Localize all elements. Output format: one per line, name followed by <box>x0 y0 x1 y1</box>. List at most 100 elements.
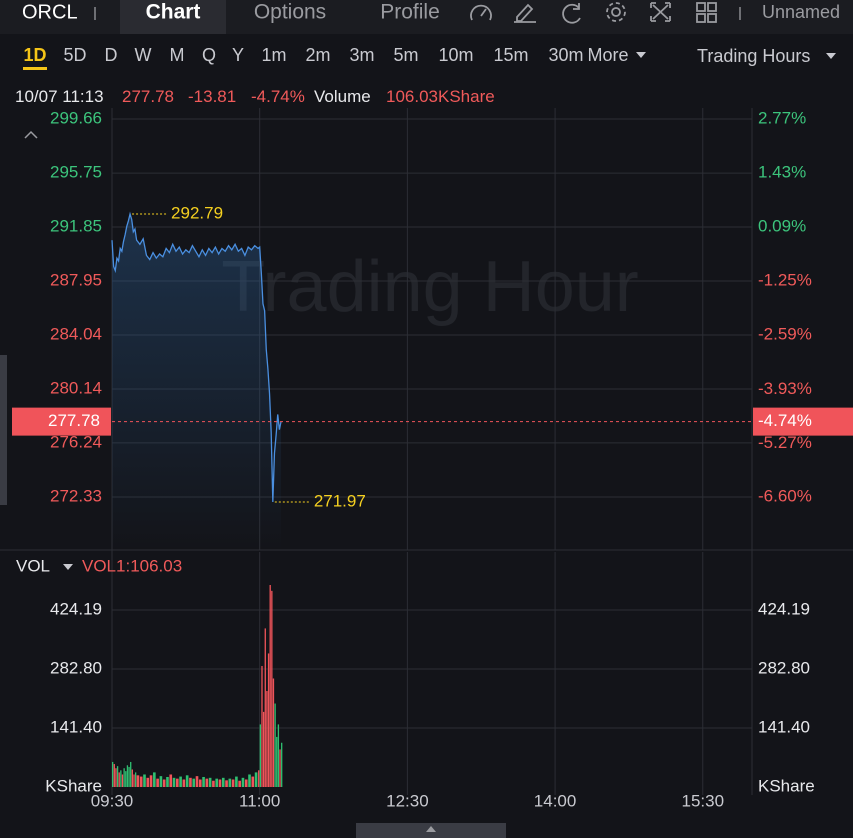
x-tick-label: 12:30 <box>386 791 429 810</box>
y2-tick-label: -2.59% <box>758 325 812 344</box>
volume-bar <box>266 691 268 787</box>
volume-bar <box>136 775 140 787</box>
y2-tick-label: 2.77% <box>758 108 806 127</box>
quote-change-pct: -4.74% <box>251 87 305 106</box>
volume-bar <box>176 778 179 787</box>
volume-bar <box>228 778 232 787</box>
tab[interactable]: Options <box>254 1 326 24</box>
volume-title[interactable]: VOL <box>16 556 50 575</box>
period-option[interactable]: M <box>170 45 185 65</box>
volume-bar <box>208 777 212 787</box>
period-underline <box>23 67 47 70</box>
quote-volume: 106.03KShare <box>386 87 495 106</box>
volume-bar <box>159 776 163 787</box>
period-option[interactable]: 2m <box>305 45 330 65</box>
volume-bar <box>238 780 241 787</box>
volume-bar <box>166 776 169 787</box>
y2-tick-label: 1.43% <box>758 163 806 182</box>
volume-bar <box>189 777 192 787</box>
layout-icon-cell <box>707 13 717 23</box>
period-option[interactable]: 3m <box>349 45 374 65</box>
dropdown-arrow <box>636 52 646 58</box>
volume-bar <box>248 774 251 787</box>
volume-bar <box>121 774 124 787</box>
volume-bar <box>281 742 283 787</box>
volume-bar <box>205 778 209 787</box>
layout-name[interactable]: Unnamed <box>762 2 840 22</box>
y2-tick-label: 282.80 <box>758 658 810 677</box>
quote-line: 10/07 11:13 277.78 -13.81 -4.74% Volume … <box>15 87 495 106</box>
period-option[interactable]: 5D <box>63 45 86 65</box>
session-select[interactable]: Trading Hours <box>697 46 810 66</box>
period-option[interactable]: 1D <box>23 45 46 65</box>
period-option[interactable]: 10m <box>438 45 473 65</box>
volume-bar <box>185 775 189 787</box>
volume-bar <box>271 590 273 787</box>
volume-bar <box>262 711 265 787</box>
symbol[interactable]: ORCL <box>22 1 78 23</box>
period-option[interactable]: W <box>135 45 152 65</box>
volume-bar <box>241 777 245 787</box>
volume-bar <box>221 777 225 787</box>
y-tick-label: 272.33 <box>50 486 102 505</box>
period-option[interactable]: 30m <box>548 45 583 65</box>
layout-icon-cell <box>696 13 706 23</box>
volume-bar <box>162 779 166 787</box>
volume-bar <box>118 772 120 787</box>
side-handle[interactable] <box>0 355 7 505</box>
volume-bar <box>172 777 176 787</box>
volume-bar <box>112 761 114 787</box>
tab[interactable]: Profile <box>380 1 440 24</box>
period-option[interactable]: 15m <box>493 45 528 65</box>
collapse-icon[interactable] <box>24 130 38 139</box>
x-tick-label: 11:00 <box>239 791 280 810</box>
volume-bar <box>169 774 173 787</box>
y2-tick-label: -1.25% <box>758 271 812 290</box>
layout-icon[interactable] <box>696 2 706 12</box>
current-price-label: 277.78 <box>48 411 100 430</box>
volume-bar <box>225 780 228 787</box>
period-option[interactable]: D <box>105 45 118 65</box>
volume-bar <box>139 776 143 787</box>
volume-bar <box>149 775 153 787</box>
volume-bar <box>115 768 117 787</box>
settings-icon-ring <box>606 2 626 22</box>
y-tick-label: 424.19 <box>50 599 102 618</box>
tab[interactable]: Chart <box>146 1 201 24</box>
volume-bar <box>279 749 281 787</box>
y-tick-label: 284.04 <box>50 325 102 344</box>
layout-icon-cell <box>707 2 717 12</box>
annotation-label: 271.97 <box>314 491 366 510</box>
volume-bar <box>134 772 137 787</box>
period-option[interactable]: More <box>587 45 628 65</box>
annotation-label: 292.79 <box>171 204 223 223</box>
settings-icon[interactable] <box>611 7 621 17</box>
refresh-icon[interactable] <box>562 3 581 24</box>
y-tick-label: 291.85 <box>50 217 102 236</box>
volume-bar <box>277 724 280 787</box>
period-option[interactable]: 1m <box>261 45 286 65</box>
y-tick-label: 287.95 <box>50 270 102 289</box>
handle-arrow <box>426 826 436 832</box>
volume-bar <box>131 769 134 787</box>
period-option[interactable]: Y <box>232 45 244 65</box>
indicator-icon[interactable] <box>470 4 492 21</box>
y2-tick-label: -6.60% <box>758 486 812 505</box>
marks <box>111 211 752 787</box>
volume-bar <box>215 778 219 787</box>
fullscreen-icon[interactable] <box>650 2 671 22</box>
period-option[interactable]: 5m <box>393 45 418 65</box>
quote-change: -13.81 <box>188 87 236 106</box>
draw-icon[interactable] <box>514 3 536 23</box>
y2-tick-label: -3.93% <box>758 379 812 398</box>
y-tick-label: 141.40 <box>50 717 102 736</box>
volume-bar <box>179 776 182 787</box>
period-option[interactable]: Q <box>202 45 216 65</box>
volume-bar <box>156 778 159 787</box>
y2-tick-label: 141.40 <box>758 717 810 736</box>
volume-bar <box>218 779 222 787</box>
y2-tick-label: 424.19 <box>758 599 810 618</box>
current-pct-tag <box>753 407 853 436</box>
dropdown-arrow <box>63 564 73 570</box>
